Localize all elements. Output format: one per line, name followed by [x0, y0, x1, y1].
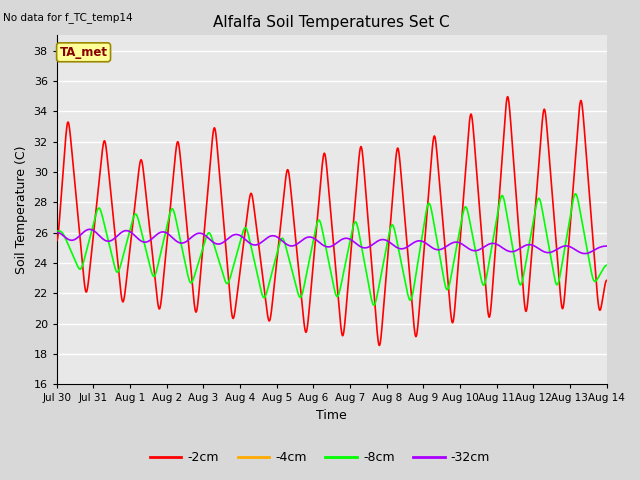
Text: No data for f_TC_temp14: No data for f_TC_temp14 — [3, 12, 133, 23]
Title: Alfalfa Soil Temperatures Set C: Alfalfa Soil Temperatures Set C — [213, 15, 450, 30]
Text: TA_met: TA_met — [60, 46, 108, 59]
X-axis label: Time: Time — [316, 409, 347, 422]
Legend: -2cm, -4cm, -8cm, -32cm: -2cm, -4cm, -8cm, -32cm — [145, 446, 495, 469]
Y-axis label: Soil Temperature (C): Soil Temperature (C) — [15, 145, 28, 274]
